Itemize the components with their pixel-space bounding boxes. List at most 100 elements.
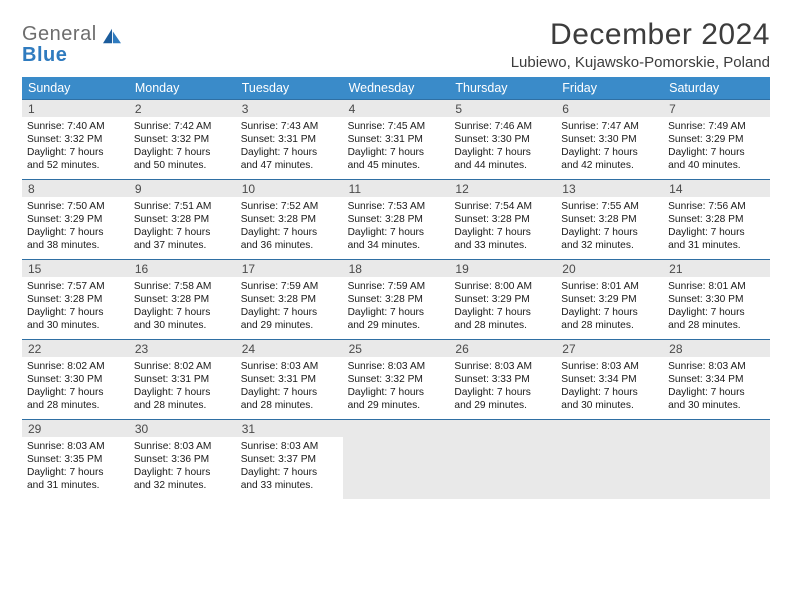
day-details-cell [556, 437, 663, 499]
sail-icon [101, 27, 123, 45]
day-number-cell: 6 [556, 99, 663, 117]
sunset-text: Sunset: 3:35 PM [27, 453, 124, 466]
day-number-cell: 15 [22, 259, 129, 277]
day-details-cell [663, 437, 770, 499]
daylight-text: and 29 minutes. [348, 319, 445, 332]
daylight-text: Daylight: 7 hours [668, 146, 765, 159]
sunset-text: Sunset: 3:36 PM [134, 453, 231, 466]
day-number-cell: 3 [236, 99, 343, 117]
daylight-text: and 50 minutes. [134, 159, 231, 172]
sunrise-text: Sunrise: 7:52 AM [241, 200, 338, 213]
daylight-text: and 29 minutes. [241, 319, 338, 332]
sunrise-text: Sunrise: 8:02 AM [27, 360, 124, 373]
sunset-text: Sunset: 3:28 PM [668, 213, 765, 226]
sunset-text: Sunset: 3:30 PM [27, 373, 124, 386]
daylight-text: and 28 minutes. [134, 399, 231, 412]
daylight-text: and 28 minutes. [27, 399, 124, 412]
week-daynum-row: 293031 [22, 419, 770, 437]
sunrise-text: Sunrise: 7:57 AM [27, 280, 124, 293]
day-number-cell [449, 419, 556, 437]
daylight-text: Daylight: 7 hours [454, 226, 551, 239]
daylight-text: and 52 minutes. [27, 159, 124, 172]
daylight-text: and 38 minutes. [27, 239, 124, 252]
day-details-cell: Sunrise: 8:03 AMSunset: 3:32 PMDaylight:… [343, 357, 450, 419]
week-details-row: Sunrise: 7:40 AMSunset: 3:32 PMDaylight:… [22, 117, 770, 179]
daylight-text: Daylight: 7 hours [668, 306, 765, 319]
day-details-cell: Sunrise: 8:03 AMSunset: 3:34 PMDaylight:… [663, 357, 770, 419]
daylight-text: and 31 minutes. [27, 479, 124, 492]
calendar-grid: Sunday Monday Tuesday Wednesday Thursday… [22, 77, 770, 499]
sunrise-text: Sunrise: 7:45 AM [348, 120, 445, 133]
daylight-text: and 33 minutes. [454, 239, 551, 252]
daylight-text: and 36 minutes. [241, 239, 338, 252]
day-details-cell: Sunrise: 7:50 AMSunset: 3:29 PMDaylight:… [22, 197, 129, 259]
daylight-text: Daylight: 7 hours [454, 306, 551, 319]
day-number-cell [663, 419, 770, 437]
daylight-text: Daylight: 7 hours [27, 146, 124, 159]
day-details-cell: Sunrise: 7:53 AMSunset: 3:28 PMDaylight:… [343, 197, 450, 259]
day-number-cell: 18 [343, 259, 450, 277]
daylight-text: Daylight: 7 hours [561, 146, 658, 159]
week-daynum-row: 891011121314 [22, 179, 770, 197]
daylight-text: and 37 minutes. [134, 239, 231, 252]
dow-monday: Monday [129, 77, 236, 99]
day-number-cell [556, 419, 663, 437]
calendar-page: General Blue December 2024 Lubiewo, Kuja… [0, 0, 792, 499]
daylight-text: Daylight: 7 hours [241, 466, 338, 479]
daylight-text: Daylight: 7 hours [561, 306, 658, 319]
daylight-text: and 30 minutes. [27, 319, 124, 332]
daylight-text: Daylight: 7 hours [348, 226, 445, 239]
dow-wednesday: Wednesday [343, 77, 450, 99]
daylight-text: Daylight: 7 hours [134, 226, 231, 239]
day-number-cell: 7 [663, 99, 770, 117]
daylight-text: and 30 minutes. [668, 399, 765, 412]
week-details-row: Sunrise: 7:50 AMSunset: 3:29 PMDaylight:… [22, 197, 770, 259]
daylight-text: Daylight: 7 hours [668, 386, 765, 399]
day-number-cell: 21 [663, 259, 770, 277]
daylight-text: Daylight: 7 hours [134, 306, 231, 319]
day-number-cell: 25 [343, 339, 450, 357]
day-details-cell [449, 437, 556, 499]
daylight-text: and 34 minutes. [348, 239, 445, 252]
sunrise-text: Sunrise: 8:03 AM [134, 440, 231, 453]
sunrise-text: Sunrise: 7:49 AM [668, 120, 765, 133]
daylight-text: Daylight: 7 hours [27, 306, 124, 319]
sunset-text: Sunset: 3:31 PM [134, 373, 231, 386]
day-details-cell: Sunrise: 8:03 AMSunset: 3:31 PMDaylight:… [236, 357, 343, 419]
sunset-text: Sunset: 3:31 PM [348, 133, 445, 146]
day-number-cell: 12 [449, 179, 556, 197]
sunrise-text: Sunrise: 8:03 AM [241, 360, 338, 373]
sunrise-text: Sunrise: 7:59 AM [348, 280, 445, 293]
sunrise-text: Sunrise: 8:03 AM [241, 440, 338, 453]
day-details-cell: Sunrise: 8:03 AMSunset: 3:34 PMDaylight:… [556, 357, 663, 419]
daylight-text: Daylight: 7 hours [241, 386, 338, 399]
daylight-text: Daylight: 7 hours [561, 386, 658, 399]
daylight-text: and 45 minutes. [348, 159, 445, 172]
daylight-text: and 33 minutes. [241, 479, 338, 492]
daylight-text: and 32 minutes. [561, 239, 658, 252]
day-number-cell: 19 [449, 259, 556, 277]
logo-word-general: General [22, 24, 97, 45]
day-details-cell: Sunrise: 8:02 AMSunset: 3:31 PMDaylight:… [129, 357, 236, 419]
sunset-text: Sunset: 3:32 PM [348, 373, 445, 386]
day-details-cell: Sunrise: 7:43 AMSunset: 3:31 PMDaylight:… [236, 117, 343, 179]
day-details-cell: Sunrise: 7:47 AMSunset: 3:30 PMDaylight:… [556, 117, 663, 179]
sunset-text: Sunset: 3:29 PM [668, 133, 765, 146]
day-details-cell [343, 437, 450, 499]
day-details-cell: Sunrise: 8:01 AMSunset: 3:29 PMDaylight:… [556, 277, 663, 339]
day-number-cell: 27 [556, 339, 663, 357]
sunrise-text: Sunrise: 8:03 AM [27, 440, 124, 453]
sunrise-text: Sunrise: 7:50 AM [27, 200, 124, 213]
weeks-container: 1234567Sunrise: 7:40 AMSunset: 3:32 PMDa… [22, 99, 770, 499]
sunrise-text: Sunrise: 7:42 AM [134, 120, 231, 133]
day-number-cell: 26 [449, 339, 556, 357]
daylight-text: and 44 minutes. [454, 159, 551, 172]
sunrise-text: Sunrise: 8:03 AM [348, 360, 445, 373]
daylight-text: and 28 minutes. [454, 319, 551, 332]
week-daynum-row: 22232425262728 [22, 339, 770, 357]
dow-sunday: Sunday [22, 77, 129, 99]
day-details-cell: Sunrise: 8:03 AMSunset: 3:35 PMDaylight:… [22, 437, 129, 499]
daylight-text: and 30 minutes. [561, 399, 658, 412]
day-number-cell: 14 [663, 179, 770, 197]
title-block: December 2024 Lubiewo, Kujawsko-Pomorski… [511, 18, 770, 71]
